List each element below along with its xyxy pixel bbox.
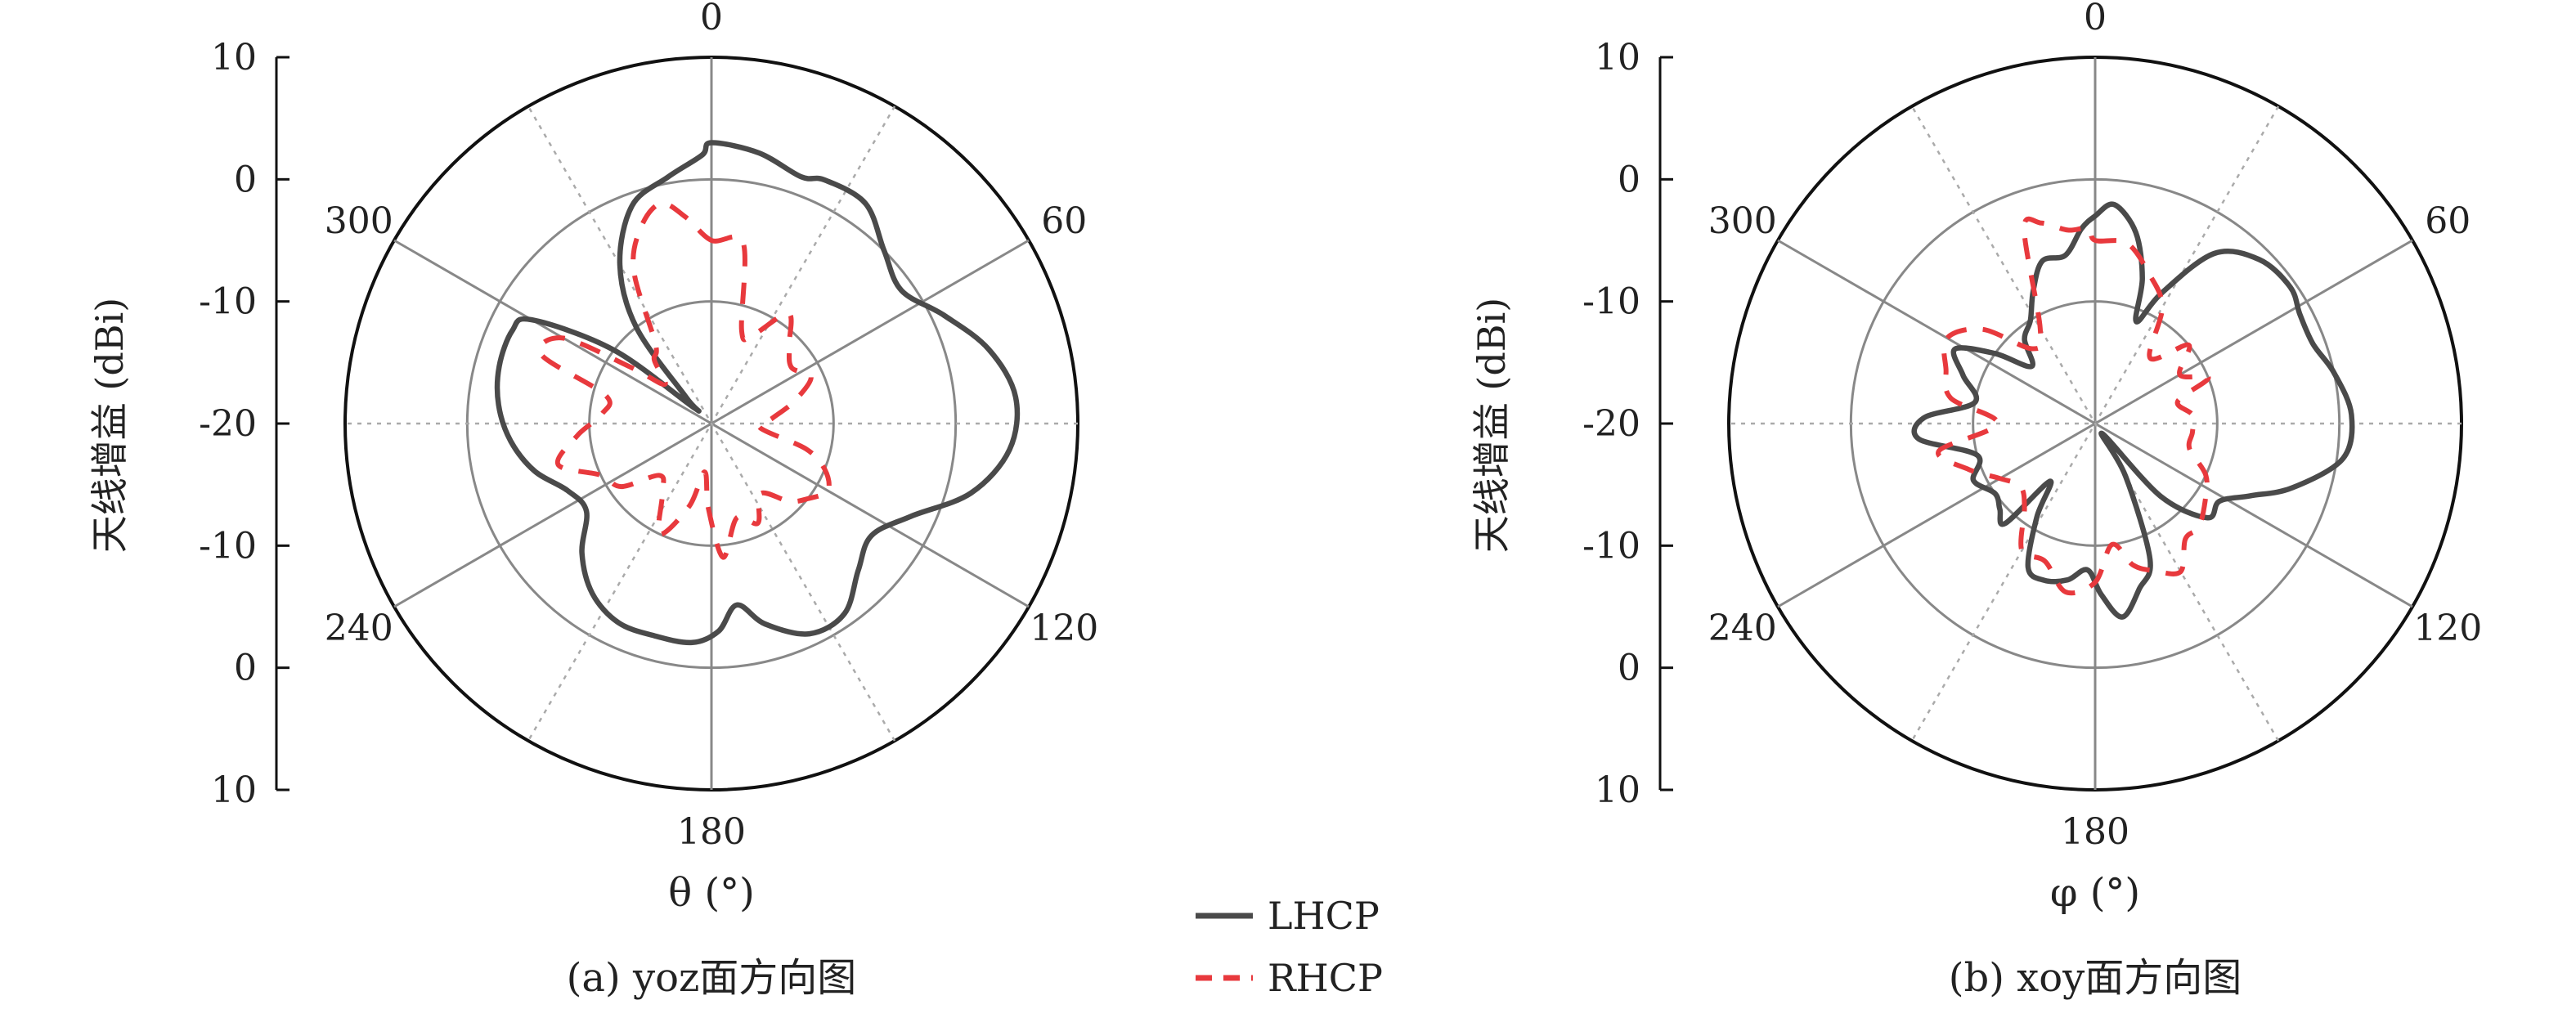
grid-spoke-a — [527, 105, 896, 742]
legend-label-lhcp: LHCP — [1268, 894, 1380, 938]
radial-tick-label-a: 10 — [211, 769, 257, 811]
legend-label-rhcp: RHCP — [1268, 956, 1383, 1000]
series-group-a — [494, 140, 1021, 646]
angle-label-b: 60 — [2425, 200, 2471, 242]
series-lhcp-b — [1911, 201, 2355, 620]
grid-spoke-b — [1910, 105, 2280, 742]
x-axis-label-a: θ (°) — [668, 870, 755, 916]
legend: LHCP RHCP — [1196, 894, 1383, 1000]
radial-tick-label-b: 10 — [1595, 37, 1640, 78]
angle-label-a: 180 — [677, 811, 746, 853]
labels-group-b: 10 0 -10 -20 -10 0 10 0 60 120 180 240 300 — [1582, 0, 2482, 853]
angle-label-a: 120 — [1030, 608, 1098, 649]
radial-tick-label-a: 0 — [234, 159, 257, 200]
angle-label-a: 240 — [325, 608, 393, 649]
angle-label-a: 60 — [1041, 200, 1087, 242]
panel-a-yoz: 10 0 -10 -20 -10 0 10 0 60 120 180 240 300 θ (°) (a)… — [88, 0, 1098, 1001]
angle-label-a: 300 — [325, 200, 393, 242]
polar-grid-b — [1658, 56, 2463, 792]
angle-label-b: 180 — [2061, 811, 2129, 853]
radial-tick-label-a: 10 — [211, 37, 257, 78]
series-lhcp-a — [494, 140, 1021, 646]
radial-tick-label-a: -10 — [199, 281, 257, 323]
labels-group-a: 10 0 -10 -20 -10 0 10 0 60 120 180 240 300 — [199, 0, 1098, 853]
y-axis-label-b: 天线增益 (dBi) — [1470, 298, 1514, 553]
series-rhcp-a — [537, 200, 832, 560]
angle-label-b: 240 — [1708, 608, 1777, 649]
radial-tick-label-a: -10 — [199, 525, 257, 567]
caption-a: (a) yoz面方向图 — [567, 955, 857, 1001]
y-axis-label-a: 天线增益 (dBi) — [88, 298, 132, 553]
radial-tick-label-b: -20 — [1582, 403, 1640, 445]
angle-label-a: 0 — [700, 0, 723, 38]
angle-label-b: 0 — [2084, 0, 2107, 38]
x-axis-label-b: φ (°) — [2050, 870, 2140, 916]
series-group-b — [1911, 201, 2355, 620]
series-rhcp-b — [1936, 216, 2211, 596]
radial-tick-label-a: -20 — [199, 403, 257, 445]
caption-b: (b) xoy面方向图 — [1949, 955, 2242, 1001]
radial-tick-label-b: -10 — [1582, 525, 1640, 567]
radial-tick-label-b: 0 — [1618, 159, 1640, 200]
angle-label-b: 300 — [1708, 200, 1777, 242]
radial-tick-label-a: 0 — [234, 648, 257, 689]
radial-tick-label-b: 10 — [1595, 769, 1640, 811]
radial-tick-label-b: 0 — [1618, 648, 1640, 689]
radial-tick-label-b: -10 — [1582, 281, 1640, 323]
panel-b-xoy: 10 0 -10 -20 -10 0 10 0 60 120 180 240 300 φ (°) (b)… — [1470, 0, 2482, 1001]
polar-grid-a — [275, 56, 1079, 792]
angle-label-b: 120 — [2413, 608, 2482, 649]
